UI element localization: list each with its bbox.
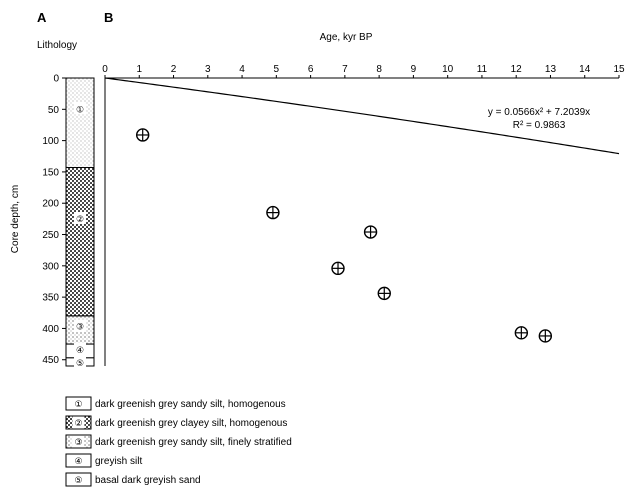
legend-text: greyish silt — [95, 456, 142, 467]
panel-a-label: A — [37, 10, 47, 25]
legend-number-bg — [72, 397, 85, 410]
lithology-unit-number: ⑤ — [76, 358, 84, 368]
x-tick-label: 3 — [205, 64, 211, 75]
legend-text: dark greenish grey sandy silt, homogenou… — [95, 399, 286, 410]
legend-text: dark greenish grey clayey silt, homogeno… — [95, 418, 287, 429]
data-point-1 — [135, 128, 150, 142]
data-point-7 — [538, 329, 553, 343]
legend-text: dark greenish grey sandy silt, finely st… — [95, 437, 292, 448]
x-tick-label: 8 — [376, 64, 382, 75]
lithology-unit-1 — [65, 77, 95, 169]
x-axis-label: Age, kyr BP — [320, 32, 373, 43]
x-tick-label: 4 — [239, 64, 245, 75]
y-tick-label: 100 — [42, 136, 59, 147]
regression-equation: y = 0.0566x² + 7.2039x — [488, 107, 590, 118]
lithology-unit-number: ③ — [76, 321, 84, 331]
data-point-2 — [266, 205, 280, 220]
y-tick-label: 450 — [42, 355, 59, 366]
legend-number-bg — [72, 473, 85, 486]
lithology-number-bg — [74, 319, 86, 332]
lithology-number-bg — [74, 102, 86, 115]
y-tick-label: 400 — [42, 324, 59, 335]
legend-number: ② — [74, 418, 82, 428]
legend-number: ④ — [74, 456, 82, 466]
legend-number: ③ — [74, 437, 82, 447]
lithology-number-bg — [74, 342, 86, 355]
legend-entry-4: ④ greyish silt — [65, 453, 142, 468]
x-tick-label: 15 — [613, 64, 625, 75]
data-points — [135, 128, 553, 343]
legend-number-bg — [72, 454, 85, 467]
x-tick-label: 2 — [171, 64, 177, 75]
data-point-3 — [331, 261, 345, 276]
x-tick-label: 12 — [511, 64, 523, 75]
data-point-6 — [514, 326, 529, 340]
legend-number-bg — [72, 416, 85, 429]
x-tick-label: 0 — [102, 64, 108, 75]
x-tick-label: 6 — [308, 64, 314, 75]
legend-number: ⑤ — [74, 475, 82, 485]
x-tick-label: 13 — [545, 64, 557, 75]
lithology-header: Lithology — [37, 40, 77, 51]
lithology-unit-number: ② — [76, 214, 84, 224]
lithology-unit-number: ④ — [76, 345, 84, 355]
r-squared: R² = 0.9863 — [513, 120, 566, 131]
x-tick-label: 5 — [274, 64, 280, 75]
lithology-number-bg — [74, 355, 86, 368]
x-tick-label: 11 — [477, 64, 488, 75]
y-tick-label: 350 — [42, 293, 59, 304]
data-point-5 — [377, 286, 391, 301]
legend-text: basal dark greyish sand — [95, 475, 201, 486]
data-point-4 — [363, 225, 378, 239]
x-tick-label: 14 — [579, 64, 591, 75]
legend-number: ① — [74, 399, 82, 409]
x-tick-label: 1 — [136, 64, 142, 75]
legend-entry-1: ① dark greenish grey sandy silt, homogeno… — [65, 396, 286, 411]
legend-entry-2: ② dark greenish grey clayey silt, homogen… — [65, 415, 287, 430]
panel-b-label: B — [104, 10, 113, 25]
legend: ① dark greenish grey sandy silt, homogeno… — [65, 396, 292, 487]
lithology-column: ① ② ③ ④ ⑤ — [65, 77, 95, 368]
x-axis-ticks: 0 1 2 3 4 5 6 7 8 9 10 11 12 13 14 15 — [102, 64, 625, 78]
regression-curve — [104, 77, 620, 155]
x-tick-label: 7 — [342, 64, 348, 75]
y-tick-label: 250 — [42, 230, 59, 241]
lithology-unit-2 — [65, 167, 95, 317]
legend-entry-3: ③ dark greenish grey sandy silt, finely s… — [65, 434, 292, 449]
y-tick-label: 50 — [48, 105, 60, 116]
y-axis-label: Core depth, cm — [10, 185, 21, 253]
y-tick-label: 150 — [42, 167, 59, 178]
y-axis-ticks: 0 50 100 150 200 250 300 350 400 450 — [42, 74, 66, 366]
y-tick-label: 300 — [42, 261, 59, 272]
x-tick-label: 9 — [411, 64, 417, 75]
x-tick-label: 10 — [442, 64, 454, 75]
y-tick-label: 0 — [53, 74, 59, 85]
lithology-number-bg — [74, 211, 86, 224]
legend-number-bg — [72, 435, 85, 448]
lithology-unit-number: ① — [76, 104, 84, 114]
legend-entry-5: ⑤ basal dark greyish sand — [65, 472, 201, 487]
y-tick-label: 200 — [42, 199, 59, 210]
